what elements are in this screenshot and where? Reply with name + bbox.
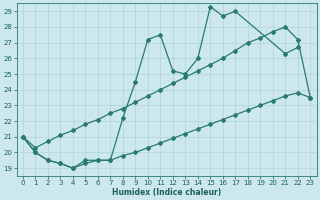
X-axis label: Humidex (Indice chaleur): Humidex (Indice chaleur) <box>112 188 221 197</box>
